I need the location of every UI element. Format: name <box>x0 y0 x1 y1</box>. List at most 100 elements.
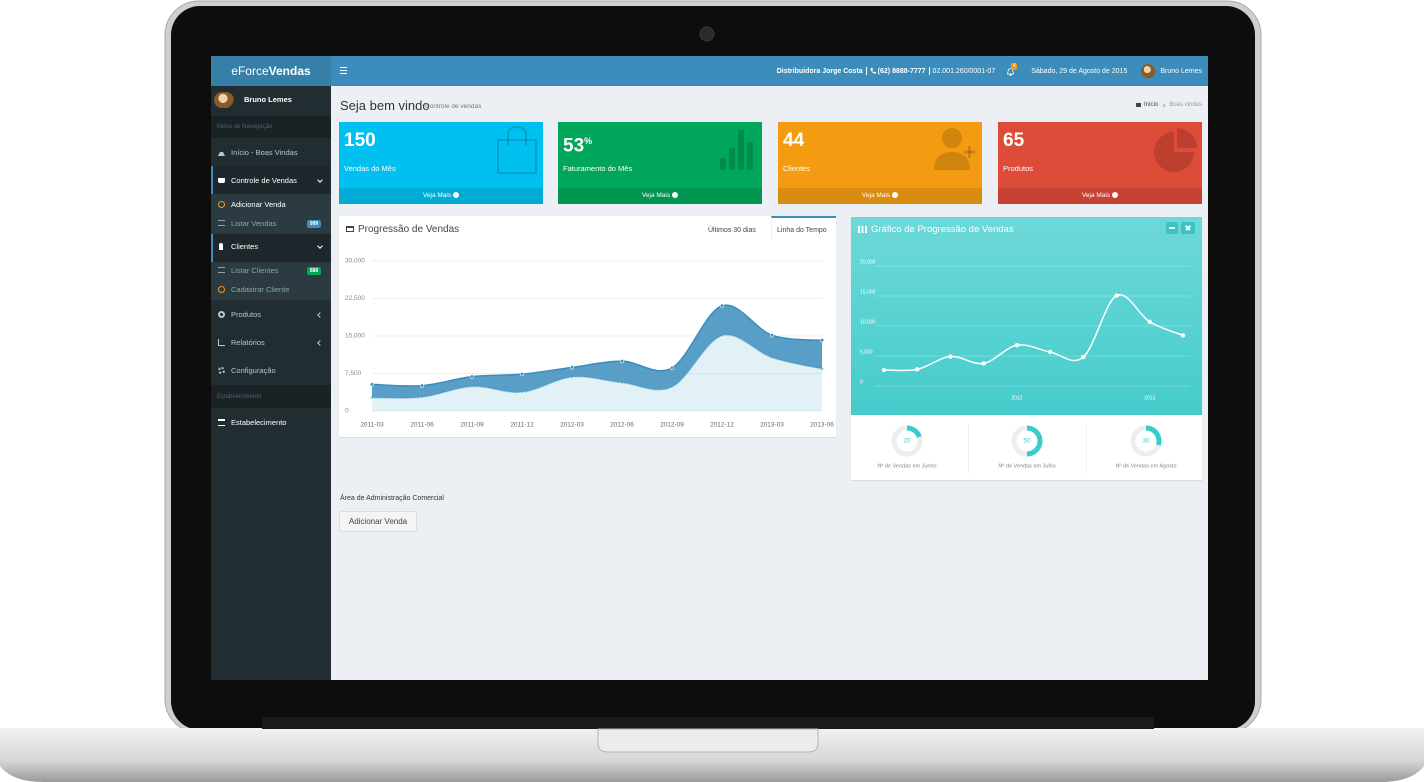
stat-box: 53% Faturamento do Mês Veja Mais <box>558 122 762 204</box>
submenu-item[interactable]: Listar Vendas <box>231 219 277 228</box>
stat-label: Vendas do Mês <box>344 164 396 173</box>
tab[interactable]: Linha do Tempo <box>777 227 827 234</box>
stat-value: 53 <box>563 135 585 157</box>
data-point <box>981 361 986 366</box>
stat-link-text: Veja Mais <box>641 192 671 199</box>
panel-title: Progressão de Vendas <box>358 224 460 235</box>
knob-arc <box>1026 425 1043 457</box>
knob-label: Nº de Vendas em Agosto <box>1115 462 1176 469</box>
data-point <box>1014 342 1020 348</box>
stat-value-group: 53% <box>563 130 592 157</box>
tab[interactable]: Últimos 30 dias <box>708 227 756 234</box>
brand-light: eForce <box>231 64 269 78</box>
menu-item[interactable]: Início - Boas Vindas <box>231 148 298 157</box>
knob-label: Nº de Vendas em Junho <box>877 462 936 469</box>
bank-icon <box>218 419 225 426</box>
y-tick-label: 15,000 <box>345 333 365 340</box>
brand-bold: Vendas <box>268 64 311 78</box>
stat-box: 150 Vendas do Mês Veja Mais <box>339 122 543 204</box>
line <box>883 293 1184 372</box>
submenu-item[interactable]: Adicionar Venda <box>231 200 286 209</box>
button-label: Adicionar Venda <box>348 517 408 526</box>
collapse-button[interactable] <box>1166 222 1178 234</box>
menu-header: Menu de Navegação <box>217 124 273 130</box>
y-tick-label: 10,000 <box>860 319 876 325</box>
knob-value: 20 <box>903 438 911 445</box>
area-fill <box>372 334 822 411</box>
stat-link-text: Veja Mais <box>422 192 452 199</box>
stat-link[interactable]: Veja Mais <box>778 188 982 204</box>
admin-text: Área de Administração Comercial <box>340 495 444 502</box>
stat-value: 65 <box>1003 130 1025 151</box>
menu-item[interactable]: Produtos <box>231 310 262 319</box>
y-tick-label: 7,500 <box>345 370 362 377</box>
cnpj: 02.001.260/0001-07 <box>932 67 996 75</box>
breadcrumb-item: Boas vindas <box>1169 102 1202 108</box>
date: Sábado, 29 de Agosto de 2015 <box>1031 67 1128 75</box>
brand[interactable]: eForceVendas <box>211 56 331 86</box>
menu-item[interactable]: Clientes <box>231 242 259 251</box>
divider <box>968 424 969 474</box>
section-header: Estabelecimento <box>217 394 262 400</box>
stat-link[interactable]: Veja Mais <box>558 188 762 204</box>
stat-box: 44 Clientes Veja Mais <box>778 122 982 204</box>
add-sale-button[interactable]: Adicionar Venda <box>339 511 417 532</box>
cart-icon <box>218 178 225 183</box>
arrow-icon <box>892 192 899 198</box>
x-tick-label: 2012-09 <box>660 422 684 429</box>
submenu-item[interactable]: Listar Clientes <box>231 266 279 275</box>
data-point <box>915 367 920 372</box>
stat-link-text: Veja Mais <box>861 192 891 199</box>
line-chart-panel: Gráfico de Progressão de Vendas <box>851 217 1202 480</box>
active-tab[interactable] <box>771 216 836 240</box>
badge: 888 <box>307 267 321 275</box>
page-subtitle: Controle de vendas <box>425 103 482 110</box>
stat-label: Faturamento do Mês <box>563 164 633 173</box>
y-tick-label: 22,500 <box>345 295 365 302</box>
data-point <box>1047 349 1053 355</box>
knob-arc <box>906 425 922 438</box>
menu-header-band <box>211 116 331 138</box>
divider <box>1086 424 1087 474</box>
charts-layer: 0 7,500 15,000 22,500 30,000 2011-03 2011-06 20… <box>345 258 1190 469</box>
data-point <box>369 382 375 387</box>
active-row <box>211 234 331 262</box>
breadcrumb-item[interactable]: Início <box>1143 102 1159 108</box>
page-title: Seja bem vindo <box>340 98 430 113</box>
sidebar: Bruno Lemes Menu de Navegação Início - B… <box>211 86 331 680</box>
topbar-right: Distribuidora Jorge Costa (62) 8888-7777… <box>777 56 1202 86</box>
submenu-item[interactable]: Cadastrar Cliente <box>231 285 290 294</box>
area-line <box>371 304 823 387</box>
knob-value: 30 <box>1142 438 1150 445</box>
menu-item[interactable]: Relatórios <box>231 338 265 347</box>
menu-toggle[interactable] <box>340 67 347 74</box>
menu-item[interactable]: Configuração <box>231 366 276 375</box>
bars-icon <box>720 130 753 170</box>
arrow-icon <box>1112 192 1119 198</box>
menu-item[interactable]: Estabelecimento <box>231 418 287 427</box>
data-point <box>948 354 953 359</box>
knob-value: 50 <box>1023 438 1031 445</box>
home-icon <box>1135 103 1141 107</box>
data-point <box>881 367 887 373</box>
minus-icon <box>1169 227 1175 229</box>
user-name[interactable]: Bruno Lemes <box>1160 67 1202 75</box>
area-fill <box>372 305 822 399</box>
user-icon <box>219 243 223 250</box>
data-point <box>469 374 475 379</box>
x-tick-label: 2011-06 <box>410 422 434 429</box>
knob-arc <box>1145 425 1162 446</box>
stat-link[interactable]: Veja Mais <box>998 188 1202 204</box>
menu-item[interactable]: Controle de Vendas <box>231 176 297 185</box>
breadcrumb: Início Boas vindas <box>1135 102 1202 108</box>
stat-link-text: Veja Mais <box>1081 192 1111 199</box>
arrow-icon <box>672 192 679 198</box>
notifications[interactable]: 4 <box>1007 63 1018 76</box>
panel-title: Gráfico de Progressão de Vendas <box>871 224 1014 235</box>
list-icon <box>218 220 225 226</box>
stat-link[interactable]: Veja Mais <box>339 188 543 204</box>
list-icon <box>218 267 225 273</box>
close-button[interactable] <box>1181 222 1195 234</box>
phone-icon <box>870 68 876 74</box>
